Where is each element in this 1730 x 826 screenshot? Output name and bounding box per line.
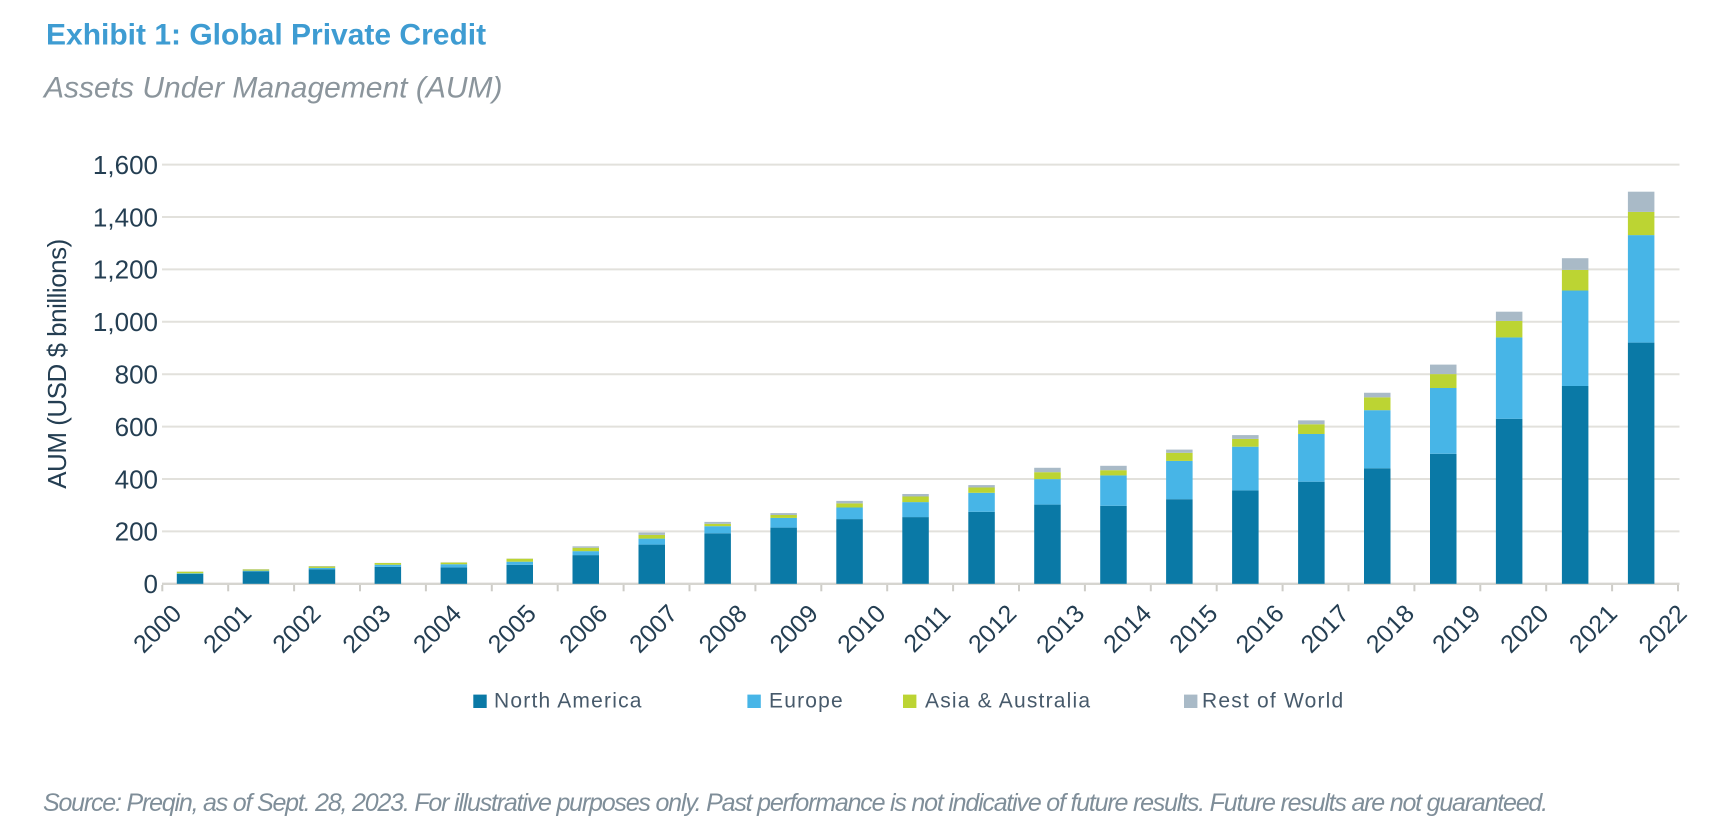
svg-text:North America: North America	[494, 690, 643, 713]
svg-text:Source: Preqin, as of Sept. 28: Source: Preqin, as of Sept. 28, 2023. Fo…	[43, 789, 1547, 817]
svg-text:Exhibit 1: Global Private Cred: Exhibit 1: Global Private Credit	[46, 19, 486, 52]
svg-text:1,400: 1,400	[93, 202, 158, 232]
svg-text:1,600: 1,600	[93, 150, 158, 180]
svg-text:Asia & Australia: Asia & Australia	[925, 690, 1091, 713]
svg-text:0: 0	[144, 569, 158, 599]
svg-text:Europe: Europe	[769, 690, 844, 713]
svg-text:Rest of World: Rest of World	[1202, 690, 1344, 713]
svg-text:Assets Under Management (AUM): Assets Under Management (AUM)	[42, 72, 503, 105]
svg-text:1,000: 1,000	[93, 307, 158, 337]
svg-text:200: 200	[115, 517, 158, 547]
svg-text:AUM (USD $ bnillions): AUM (USD $ bnillions)	[42, 239, 72, 489]
svg-text:800: 800	[115, 360, 158, 390]
svg-text:600: 600	[115, 412, 158, 442]
svg-text:400: 400	[115, 464, 158, 494]
svg-text:1,200: 1,200	[93, 255, 158, 285]
